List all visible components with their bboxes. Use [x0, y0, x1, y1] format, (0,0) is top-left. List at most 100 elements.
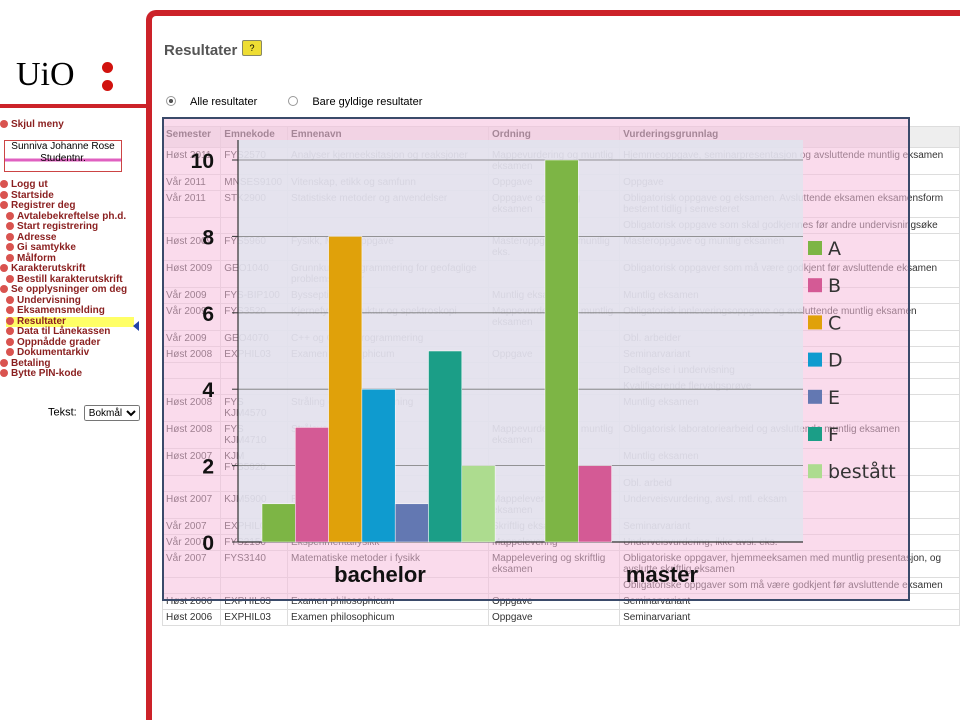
menu-item[interactable]: Karakterutskrift [0, 263, 85, 275]
y-tick-label: 2 [202, 456, 214, 479]
result-filter: Alle resultater Bare gyldige resultater [166, 96, 450, 108]
legend-swatch [808, 389, 822, 404]
student-number: Studentnr. [5, 153, 121, 165]
menu-item-label: Avtalebekreftelse ph.d. [17, 210, 127, 222]
y-tick-label: 6 [202, 303, 214, 326]
menu-item-label: Gi samtykke [17, 242, 76, 253]
menu-item-label: Bestill karakterutskrift [17, 273, 123, 285]
bar-C-bachelor [328, 236, 363, 543]
left-menu: UiO Skjul meny Sunniva Johanne Rose Stud… [0, 0, 152, 720]
bar-A-bachelor [261, 503, 296, 543]
y-tick-label: 10 [191, 150, 214, 173]
legend-label: F [828, 424, 839, 446]
table-row: Høst 2006 EXPHIL03 Examen philosophicum Opp… [161, 609, 960, 626]
menu-item-label: Betaling [11, 357, 51, 369]
menu-item[interactable]: Registrer deg [0, 200, 75, 212]
bullet-icon [6, 232, 14, 241]
uio-logo-dots [102, 62, 114, 98]
menu-item[interactable]: Start registrering [6, 221, 98, 233]
x-category-label: bachelor [334, 562, 426, 587]
menu-item[interactable]: Bytte PIN-kode [0, 368, 83, 380]
menu-item-label: Adresse [17, 231, 57, 243]
legend-label: bestått [828, 460, 896, 483]
bullet-icon [6, 211, 14, 220]
menu-item[interactable]: Oppnådde grader [6, 336, 101, 349]
bullet-icon [6, 253, 14, 262]
bullet-icon [0, 190, 8, 199]
bullet-icon [6, 348, 14, 356]
bullet-icon [0, 180, 8, 188]
user-info-box: Sunniva Johanne Rose Studentnr. [4, 140, 122, 172]
bar-D-bachelor [361, 388, 396, 543]
menu-item-label: Dokumentarkiv [17, 347, 90, 358]
bullet-icon [6, 243, 14, 251]
legend-label: A [828, 238, 841, 260]
bar-F-bachelor [428, 350, 463, 543]
bullet-icon [0, 264, 8, 272]
menu-item[interactable]: Betaling [0, 357, 51, 370]
menu-item[interactable]: Adresse [6, 231, 57, 244]
bar-E-bachelor [394, 503, 429, 543]
header-divider [0, 104, 152, 108]
bullet-icon [6, 295, 14, 304]
menu-item[interactable]: Undervisning [6, 294, 81, 307]
radio-valid-results[interactable]: Bare gyldige resultater [288, 96, 436, 108]
y-tick-label: 8 [202, 226, 214, 249]
bullet-icon [6, 327, 14, 335]
menu-item[interactable]: Avtalebekreftelse ph.d. [6, 210, 127, 223]
language-select[interactable]: Bokmål [83, 405, 140, 421]
hide-menu-link[interactable]: Skjul meny [0, 119, 64, 131]
bullet-icon [6, 337, 14, 346]
y-tick-label: 0 [202, 532, 214, 555]
menu-item-label: Undervisning [17, 294, 81, 306]
menu-item-label: Eksamensmelding [17, 305, 105, 316]
page-title: Resultater [164, 42, 238, 59]
bullet-icon [6, 306, 14, 314]
help-icon[interactable]: ? [242, 40, 262, 56]
x-category-label: master [626, 562, 699, 587]
menu-item[interactable]: Data til Lånekassen [6, 326, 111, 338]
menu-item[interactable]: Logg ut [0, 179, 48, 191]
menu-item-label: Oppnådde grader [17, 336, 101, 348]
menu-item[interactable]: Se opplysninger om deg [0, 284, 128, 296]
legend-label: D [828, 350, 843, 372]
menu-item-label: Se opplysninger om deg [11, 284, 128, 295]
menu-item[interactable]: Startside [0, 189, 54, 202]
y-tick-label: 4 [202, 379, 214, 402]
bar-A-master [544, 159, 579, 543]
bullet-icon [0, 369, 8, 377]
menu-item[interactable]: Bestill karakterutskrift [6, 273, 123, 286]
legend-swatch [808, 464, 822, 479]
table-cell: Seminarvariant [619, 609, 960, 626]
legend-swatch [808, 241, 822, 255]
menu-item[interactable]: Eksamensmelding [6, 305, 105, 317]
menu-item-label: Data til Lånekassen [17, 326, 111, 337]
minus-icon [0, 120, 8, 128]
table-cell: Oppgave [487, 609, 621, 626]
language-label: Tekst: [48, 406, 77, 419]
legend-swatch [808, 278, 822, 293]
radio-selected-icon [166, 96, 176, 106]
legend-label: E [828, 387, 840, 409]
menu-item[interactable]: Målform [6, 252, 56, 265]
menu-item-label: Målform [17, 252, 56, 264]
bullet-icon [0, 201, 8, 209]
menu-item-label: Logg ut [11, 179, 48, 190]
legend-swatch [808, 315, 822, 330]
bar-B-bachelor [295, 427, 329, 543]
menu-item[interactable]: Dokumentarkiv [6, 347, 90, 359]
radio-icon [288, 96, 299, 106]
bullet-icon [0, 358, 8, 367]
legend-label: C [828, 312, 841, 334]
uio-logo: UiO [16, 56, 75, 93]
language-selector: Tekst: Bokmål [48, 405, 140, 421]
menu-item[interactable]: Resultater [6, 316, 134, 327]
menu-item[interactable]: Gi samtykke [6, 242, 76, 254]
menu-item-label: Startside [11, 189, 54, 201]
menu-item-label: Bytte PIN-kode [11, 368, 83, 379]
bullet-icon [6, 222, 14, 230]
radio-all-results[interactable]: Alle resultater [166, 96, 271, 108]
legend-swatch [808, 427, 822, 441]
bullet-icon [6, 274, 14, 283]
